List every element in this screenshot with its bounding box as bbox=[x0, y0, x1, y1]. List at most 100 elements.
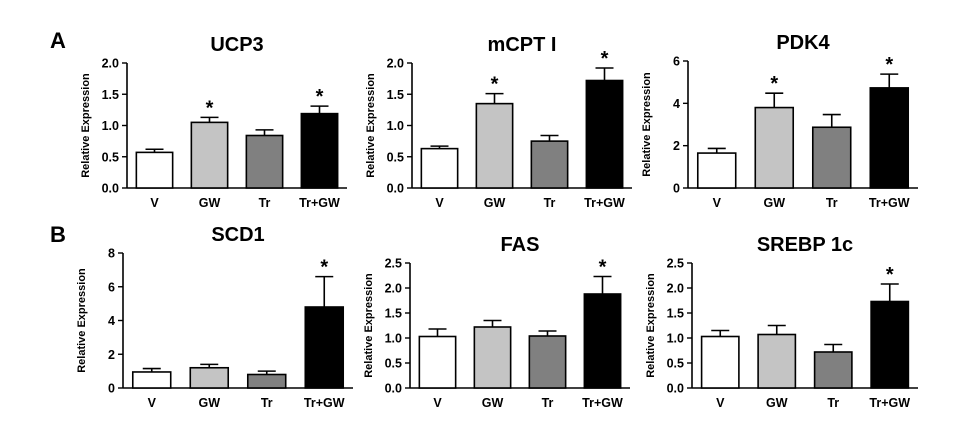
y-tick-label: 0.0 bbox=[385, 382, 402, 396]
y-tick-label: 1.0 bbox=[387, 119, 404, 133]
y-axis-label: Relative Expression bbox=[76, 268, 88, 373]
bar-gw bbox=[473, 326, 512, 389]
significance-star: * bbox=[885, 54, 893, 76]
bar-tr bbox=[528, 335, 567, 389]
y-tick-label: 1.0 bbox=[385, 332, 402, 346]
y-tick-label: 1.0 bbox=[667, 332, 684, 346]
x-tick-label: Tr bbox=[826, 196, 838, 210]
x-tick-label: V bbox=[150, 196, 159, 210]
bar-v bbox=[418, 335, 457, 389]
y-tick-label: 1.5 bbox=[387, 88, 404, 102]
y-tick-label: 4 bbox=[108, 314, 115, 328]
bar-gw bbox=[475, 102, 514, 189]
x-tick-label: Tr+GW bbox=[584, 196, 625, 210]
y-tick-label: 0.5 bbox=[102, 150, 119, 164]
chart-title: FAS bbox=[501, 234, 540, 256]
significance-star: * bbox=[886, 264, 894, 286]
y-tick-label: 0 bbox=[108, 382, 115, 396]
y-tick-label: 1.5 bbox=[667, 307, 684, 321]
y-axis-label: Relative Expression bbox=[641, 72, 653, 177]
x-tick-label: Tr bbox=[542, 396, 554, 410]
x-tick-label: V bbox=[435, 196, 444, 210]
x-tick-label: V bbox=[148, 396, 157, 410]
x-tick-label: Tr+GW bbox=[299, 196, 340, 210]
bar-gw bbox=[189, 366, 230, 389]
y-tick-label: 1.5 bbox=[102, 88, 119, 102]
y-tick-label: 2 bbox=[673, 139, 680, 153]
y-tick-label: 4 bbox=[673, 97, 680, 111]
bar-tr-plus-gw bbox=[869, 87, 910, 189]
x-tick-label: Tr bbox=[827, 396, 839, 410]
bar-tr bbox=[245, 134, 284, 189]
y-tick-label: 2 bbox=[108, 348, 115, 362]
bar-v bbox=[135, 151, 174, 189]
chart-title: SREBP 1c bbox=[757, 234, 853, 256]
x-tick-label: V bbox=[433, 396, 442, 410]
significance-star: * bbox=[601, 48, 609, 70]
significance-star: * bbox=[320, 257, 328, 279]
bar-v bbox=[420, 147, 459, 189]
significance-star: * bbox=[491, 74, 499, 96]
x-tick-label: GW bbox=[199, 196, 221, 210]
y-tick-label: 2.0 bbox=[385, 282, 402, 296]
y-axis-label: Relative Expression bbox=[80, 73, 92, 178]
bar-gw bbox=[754, 106, 795, 189]
bar-tr bbox=[530, 140, 569, 189]
bar-v bbox=[700, 335, 740, 389]
significance-star: * bbox=[599, 257, 607, 279]
bar-tr-plus-gw bbox=[585, 79, 624, 189]
x-tick-label: V bbox=[713, 196, 722, 210]
y-tick-label: 2.0 bbox=[102, 57, 119, 71]
bar-tr bbox=[811, 126, 852, 189]
chart-title: SCD1 bbox=[211, 224, 264, 246]
bar-tr-plus-gw bbox=[300, 112, 339, 189]
bar-gw bbox=[757, 333, 797, 389]
y-axis-label: Relative Expression bbox=[363, 273, 375, 378]
bar-tr bbox=[246, 373, 287, 389]
x-tick-label: Tr bbox=[544, 196, 556, 210]
y-tick-label: 0.0 bbox=[387, 182, 404, 196]
y-tick-label: 2.5 bbox=[385, 257, 402, 271]
x-tick-label: Tr+GW bbox=[304, 396, 345, 410]
x-tick-label: Tr+GW bbox=[869, 396, 910, 410]
chart-title: PDK4 bbox=[776, 32, 830, 54]
y-tick-label: 6 bbox=[108, 280, 115, 294]
x-tick-label: Tr+GW bbox=[582, 396, 623, 410]
chart-title: UCP3 bbox=[210, 34, 263, 56]
x-tick-label: Tr+GW bbox=[869, 196, 910, 210]
bar-v bbox=[696, 152, 737, 189]
y-tick-label: 2.0 bbox=[667, 282, 684, 296]
bar-tr-plus-gw bbox=[583, 293, 622, 389]
x-tick-label: V bbox=[716, 396, 725, 410]
y-tick-label: 0.0 bbox=[667, 382, 684, 396]
chart-title: mCPT I bbox=[488, 34, 557, 56]
x-tick-label: Tr bbox=[259, 196, 271, 210]
y-tick-label: 2.5 bbox=[667, 257, 684, 271]
y-axis-label: Relative Expression bbox=[645, 273, 657, 378]
x-tick-label: GW bbox=[766, 396, 788, 410]
bar-gw bbox=[190, 121, 229, 189]
y-tick-label: 0 bbox=[673, 182, 680, 196]
significance-star: * bbox=[316, 86, 324, 108]
y-tick-label: 8 bbox=[108, 247, 115, 261]
significance-star: * bbox=[770, 73, 778, 95]
bar-v bbox=[131, 371, 172, 389]
x-tick-label: Tr bbox=[261, 396, 273, 410]
y-tick-label: 0.0 bbox=[102, 182, 119, 196]
y-tick-label: 2.0 bbox=[387, 57, 404, 71]
y-tick-label: 0.5 bbox=[387, 150, 404, 164]
panel-letter-b: B bbox=[50, 222, 66, 247]
x-tick-label: GW bbox=[198, 396, 220, 410]
y-tick-label: 1.0 bbox=[102, 119, 119, 133]
y-tick-label: 0.5 bbox=[385, 357, 402, 371]
x-tick-label: GW bbox=[482, 396, 504, 410]
x-tick-label: GW bbox=[763, 196, 785, 210]
x-tick-label: GW bbox=[484, 196, 506, 210]
bar-tr-plus-gw bbox=[870, 300, 910, 389]
y-tick-label: 1.5 bbox=[385, 307, 402, 321]
y-tick-label: 6 bbox=[673, 55, 680, 69]
bar-tr bbox=[813, 351, 853, 389]
y-tick-label: 0.5 bbox=[667, 357, 684, 371]
